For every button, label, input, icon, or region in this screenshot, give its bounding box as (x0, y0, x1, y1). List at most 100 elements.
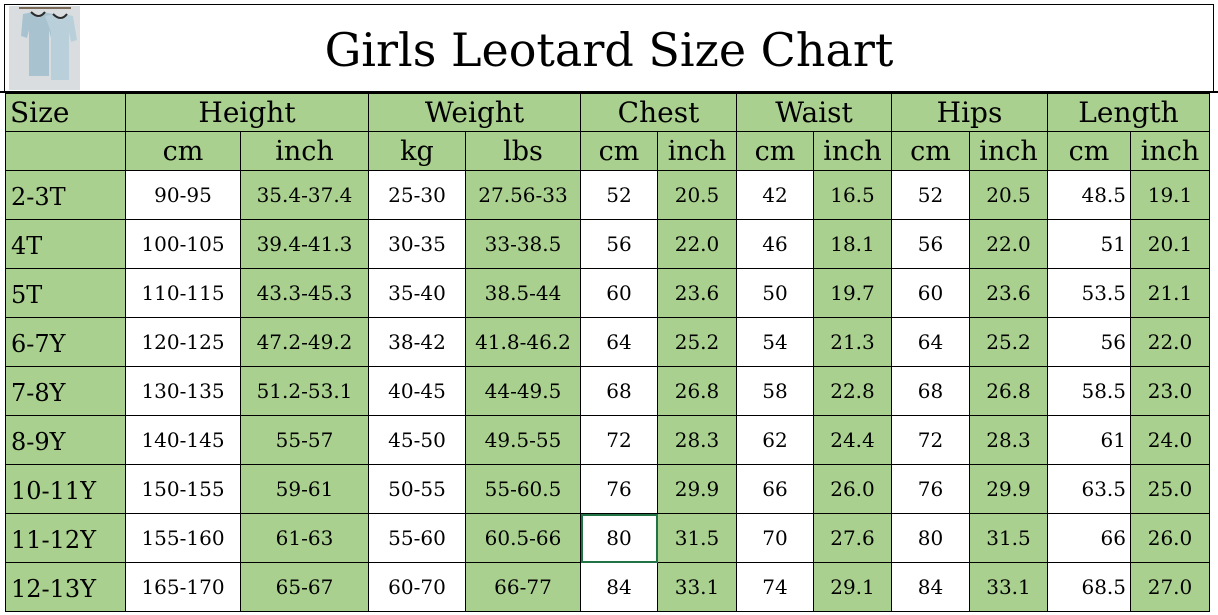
cell-chest-inch[interactable]: 23.6 (657, 268, 737, 318)
cell-waist-cm[interactable]: 50 (736, 268, 814, 318)
cell-chest-inch[interactable]: 26.8 (657, 366, 737, 416)
cell-size[interactable]: 4T (5, 219, 126, 269)
cell-weight-lbs[interactable]: 60.5-66 (465, 513, 581, 563)
cell-waist-cm[interactable]: 54 (736, 317, 814, 367)
cell-length-cm[interactable]: 53.5 (1047, 268, 1131, 318)
cell-chest-cm[interactable]: 72 (580, 415, 658, 465)
cell-weight-kg[interactable]: 55-60 (368, 513, 466, 563)
header-size-blank[interactable] (5, 131, 126, 171)
header-waist[interactable]: Waist (736, 93, 892, 132)
cell-size[interactable]: 5T (5, 268, 126, 318)
unit-hips-cm[interactable]: cm (891, 131, 970, 171)
cell-hips-cm[interactable]: 56 (891, 219, 970, 269)
cell-hips-cm[interactable]: 60 (891, 268, 970, 318)
header-length[interactable]: Length (1047, 93, 1210, 132)
cell-height-cm[interactable]: 140-145 (125, 415, 241, 465)
cell-height-cm[interactable]: 155-160 (125, 513, 241, 563)
cell-length-inch[interactable]: 24.0 (1130, 415, 1210, 465)
cell-hips-inch[interactable]: 28.3 (969, 415, 1048, 465)
header-hips[interactable]: Hips (891, 93, 1048, 132)
cell-size[interactable]: 7-8Y (5, 366, 126, 416)
cell-chest-cm[interactable]: 60 (580, 268, 658, 318)
cell-hips-cm[interactable]: 64 (891, 317, 970, 367)
cell-waist-cm[interactable]: 62 (736, 415, 814, 465)
cell-chest-cm[interactable]: 84 (580, 562, 658, 612)
cell-weight-lbs[interactable]: 55-60.5 (465, 464, 581, 514)
cell-length-inch[interactable]: 21.1 (1130, 268, 1210, 318)
cell-hips-cm[interactable]: 84 (891, 562, 970, 612)
cell-size[interactable]: 10-11Y (5, 464, 126, 514)
unit-waist-cm[interactable]: cm (736, 131, 814, 171)
cell-height-cm[interactable]: 110-115 (125, 268, 241, 318)
unit-weight-kg[interactable]: kg (368, 131, 466, 171)
cell-chest-cm[interactable]: 76 (580, 464, 658, 514)
cell-waist-cm[interactable]: 70 (736, 513, 814, 563)
cell-hips-cm[interactable]: 68 (891, 366, 970, 416)
cell-length-inch[interactable]: 25.0 (1130, 464, 1210, 514)
cell-height-cm[interactable]: 120-125 (125, 317, 241, 367)
cell-weight-kg[interactable]: 50-55 (368, 464, 466, 514)
cell-height-inch[interactable]: 55-57 (240, 415, 369, 465)
unit-weight-lbs[interactable]: lbs (465, 131, 581, 171)
cell-hips-cm[interactable]: 80 (891, 513, 970, 563)
cell-weight-kg[interactable]: 35-40 (368, 268, 466, 318)
cell-weight-lbs[interactable]: 44-49.5 (465, 366, 581, 416)
cell-height-cm[interactable]: 165-170 (125, 562, 241, 612)
cell-size[interactable]: 6-7Y (5, 317, 126, 367)
cell-length-cm[interactable]: 66 (1047, 513, 1131, 563)
cell-chest-inch[interactable]: 31.5 (657, 513, 737, 563)
cell-weight-lbs[interactable]: 66-77 (465, 562, 581, 612)
cell-height-inch[interactable]: 65-67 (240, 562, 369, 612)
unit-waist-inch[interactable]: inch (813, 131, 892, 171)
cell-weight-lbs[interactable]: 27.56-33 (465, 170, 581, 220)
cell-length-inch[interactable]: 26.0 (1130, 513, 1210, 563)
cell-weight-kg[interactable]: 45-50 (368, 415, 466, 465)
cell-weight-lbs[interactable]: 38.5-44 (465, 268, 581, 318)
cell-hips-inch[interactable]: 33.1 (969, 562, 1048, 612)
cell-hips-inch[interactable]: 20.5 (969, 170, 1048, 220)
cell-waist-cm[interactable]: 66 (736, 464, 814, 514)
cell-hips-cm[interactable]: 52 (891, 170, 970, 220)
cell-size[interactable]: 11-12Y (5, 513, 126, 563)
cell-weight-lbs[interactable]: 41.8-46.2 (465, 317, 581, 367)
cell-weight-kg[interactable]: 60-70 (368, 562, 466, 612)
cell-height-cm[interactable]: 100-105 (125, 219, 241, 269)
cell-hips-cm[interactable]: 76 (891, 464, 970, 514)
unit-height-cm[interactable]: cm (125, 131, 241, 171)
cell-waist-cm[interactable]: 74 (736, 562, 814, 612)
cell-length-cm[interactable]: 58.5 (1047, 366, 1131, 416)
cell-length-inch[interactable]: 23.0 (1130, 366, 1210, 416)
cell-hips-inch[interactable]: 31.5 (969, 513, 1048, 563)
cell-length-inch[interactable]: 20.1 (1130, 219, 1210, 269)
cell-height-cm[interactable]: 150-155 (125, 464, 241, 514)
cell-waist-inch[interactable]: 21.3 (813, 317, 892, 367)
cell-height-inch[interactable]: 39.4-41.3 (240, 219, 369, 269)
cell-height-inch[interactable]: 43.3-45.3 (240, 268, 369, 318)
title-cell[interactable] (4, 4, 1214, 91)
cell-height-cm[interactable]: 130-135 (125, 366, 241, 416)
cell-chest-inch[interactable]: 33.1 (657, 562, 737, 612)
cell-chest-cm[interactable]: 52 (580, 170, 658, 220)
cell-chest-inch[interactable]: 25.2 (657, 317, 737, 367)
cell-length-inch[interactable]: 27.0 (1130, 562, 1210, 612)
leotard-thumbnail-image[interactable] (9, 6, 80, 90)
cell-waist-inch[interactable]: 19.7 (813, 268, 892, 318)
cell-waist-inch[interactable]: 16.5 (813, 170, 892, 220)
cell-waist-inch[interactable]: 18.1 (813, 219, 892, 269)
cell-length-cm[interactable]: 63.5 (1047, 464, 1131, 514)
cell-length-cm[interactable]: 56 (1047, 317, 1131, 367)
cell-hips-inch[interactable]: 29.9 (969, 464, 1048, 514)
header-size[interactable]: Size (5, 93, 126, 132)
cell-hips-cm[interactable]: 72 (891, 415, 970, 465)
cell-length-cm[interactable]: 48.5 (1047, 170, 1131, 220)
cell-waist-inch[interactable]: 22.8 (813, 366, 892, 416)
cell-hips-inch[interactable]: 26.8 (969, 366, 1048, 416)
cell-weight-kg[interactable]: 40-45 (368, 366, 466, 416)
cell-weight-lbs[interactable]: 33-38.5 (465, 219, 581, 269)
unit-length-cm[interactable]: cm (1047, 131, 1131, 171)
cell-size[interactable]: 12-13Y (5, 562, 126, 612)
cell-height-inch[interactable]: 61-63 (240, 513, 369, 563)
cell-chest-inch[interactable]: 29.9 (657, 464, 737, 514)
cell-hips-inch[interactable]: 23.6 (969, 268, 1048, 318)
cell-chest-cm-selected[interactable]: 80 (580, 513, 658, 563)
